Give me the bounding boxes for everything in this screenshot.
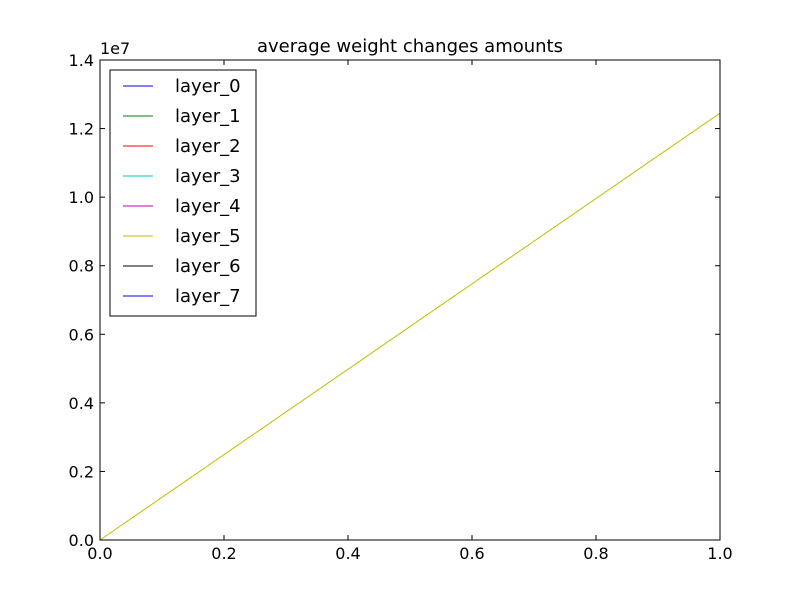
legend-label-layer-0: layer_0 [175, 76, 241, 97]
chart-title: average weight changes amounts [257, 36, 563, 57]
y-tick-label: 0.2 [69, 462, 94, 481]
legend-label-layer-5: layer_5 [175, 226, 241, 247]
series-line-layer-5 [99, 112, 721, 541]
legend-label-layer-6: layer_6 [175, 256, 241, 277]
legend-label-layer-3: layer_3 [175, 166, 241, 187]
y-tick-label: 0.8 [69, 257, 94, 276]
legend: layer_0 layer_1 layer_2 layer_3 layer_4layer… [109, 69, 257, 317]
y-tick-label: 1.4 [69, 51, 94, 70]
axis-ticks: 0.0 0.2 0.4 0.6 0.8 1.0 0.0 0.2 0.4 0.6 0.8 1.0 1.2 1… [69, 51, 733, 563]
legend-label-layer-1: layer_1 [175, 106, 241, 127]
y-tick-label: 0.6 [69, 325, 94, 344]
y-axis-offset-label: 1e7 [100, 39, 130, 58]
legend-box [109, 69, 257, 317]
plot-area-frame [99, 59, 721, 541]
x-tick-label: 0.8 [583, 544, 608, 563]
x-tick-label: 0.4 [335, 544, 360, 563]
x-tick-label: 0.0 [87, 544, 112, 563]
x-tick-label: 0.6 [459, 544, 484, 563]
y-tick-label: 0.4 [69, 394, 94, 413]
y-tick-label: 1.0 [69, 188, 94, 207]
y-tick-label: 1.2 [69, 120, 94, 139]
y-tick-label: 0.0 [69, 531, 94, 550]
x-tick-label: 1.0 [707, 544, 732, 563]
legend-label-layer-4: layer_4 [175, 196, 241, 217]
x-tick-label: 0.2 [211, 544, 236, 563]
legend-label-layer-2: layer_2 [175, 136, 241, 157]
legend-label-layer-7: layer_7 [175, 286, 241, 307]
